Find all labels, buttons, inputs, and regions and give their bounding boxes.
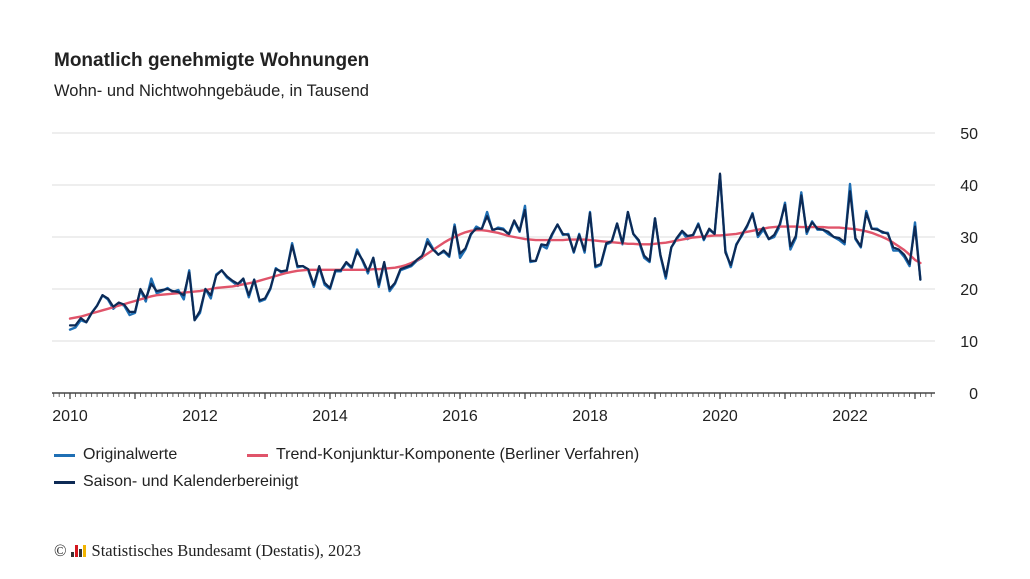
line-chart: 0 10 20 30 40 50 2010 2012 2014 2016 2018 2020 2022 — [52, 126, 978, 425]
chart-title: Monatlich genehmigte Wohnungen — [54, 50, 370, 71]
legend-item-saisonbereinigt[interactable]: Saison- und Kalenderbereinigt — [54, 473, 298, 491]
legend-item-trend[interactable]: Trend-Konjunktur-Komponente (Berliner Ve… — [247, 446, 639, 464]
y-tick-label: 20 — [960, 282, 978, 299]
series-lines — [68, 172, 922, 331]
x-tick-label: 2016 — [442, 408, 478, 425]
y-axis-ticks: 0 10 20 30 40 50 — [960, 126, 978, 403]
y-tick-label: 40 — [960, 178, 978, 195]
grid-lines — [52, 132, 935, 342]
legend-swatch-trend — [247, 453, 268, 457]
y-tick-label: 50 — [960, 126, 978, 143]
source-text: Statistisches Bundesamt (Destatis), 2023 — [91, 541, 362, 560]
x-tick-label: 2022 — [832, 408, 868, 425]
destatis-logo-icon — [70, 545, 86, 557]
legend-swatch-saisonbereinigt — [54, 480, 75, 484]
y-tick-label: 10 — [960, 334, 978, 351]
legend-item-originalwerte[interactable]: Originalwerte — [54, 446, 177, 464]
copyright-icon: © — [54, 541, 67, 560]
legend-label: Originalwerte — [83, 446, 178, 463]
series-line-0 — [68, 173, 922, 331]
x-tick-label: 2014 — [312, 408, 348, 425]
source-footer: © Statistisches Bundesamt (Destatis), 20… — [54, 541, 361, 561]
x-tick-label: 2018 — [572, 408, 608, 425]
series-line-2 — [68, 172, 922, 327]
legend-label: Trend-Konjunktur-Komponente (Berliner Ve… — [276, 446, 640, 463]
y-tick-label: 0 — [969, 386, 978, 403]
x-tick-label: 2012 — [182, 408, 218, 425]
legend-swatch-originalwerte — [54, 453, 75, 457]
x-tick-label: 2010 — [52, 408, 88, 425]
legend-label: Saison- und Kalenderbereinigt — [83, 473, 299, 490]
x-axis: 2010 2012 2014 2016 2018 2020 2022 — [52, 392, 935, 425]
chart-subtitle: Wohn- und Nichtwohngebäude, in Tausend — [54, 82, 369, 100]
y-tick-label: 30 — [960, 230, 978, 247]
x-tick-label: 2020 — [702, 408, 738, 425]
